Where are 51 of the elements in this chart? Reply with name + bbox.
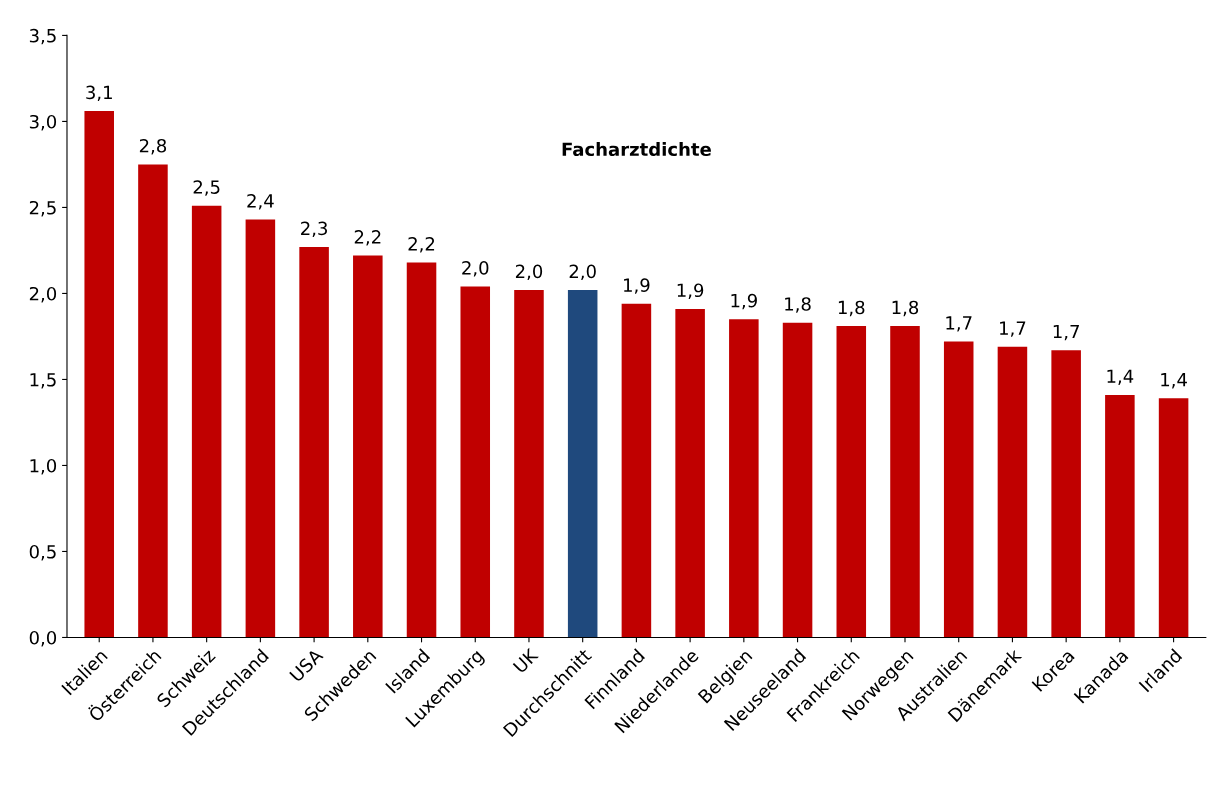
bar [1051,350,1081,638]
y-tick-label: 0,0 [29,630,57,647]
bar [406,262,437,638]
bar [782,322,813,638]
y-tick-label: 0,5 [29,544,56,561]
data-label: 1,9 [731,293,757,310]
bar [997,346,1028,638]
data-label: 2,2 [354,230,381,246]
data-label: 1,7 [1053,324,1079,341]
data-label: 1,4 [1161,373,1187,389]
bar [621,303,652,638]
bar [245,219,276,638]
data-label: 2,4 [247,193,274,210]
data-label: 1,9 [677,283,704,299]
bar [460,286,491,638]
y-tick-label: 2,5 [29,200,56,217]
bar [729,319,759,638]
data-label: 2,0 [569,264,596,281]
data-label: 2,8 [139,138,167,155]
data-label: 3,1 [86,85,112,102]
bar [191,205,222,638]
data-label: 1,7 [946,316,972,332]
bar [353,255,383,638]
data-label: 1,8 [892,300,919,317]
bar [514,290,544,638]
y-tick-label: 2,0 [29,286,57,303]
y-tick-label: 3,0 [29,114,57,131]
bar [1105,394,1135,638]
bar [84,111,114,638]
y-tick-label: 1,5 [30,373,56,389]
data-label: 2,5 [193,180,220,196]
data-label: 2,0 [462,261,489,277]
y-tick-label: 1,0 [30,458,57,475]
y-tick-label: 3,5 [29,28,56,45]
bar [943,341,974,638]
data-label: 1,4 [1107,369,1134,385]
bar [890,326,920,638]
text: Facharztdichte [562,142,711,157]
data-label: 2,3 [301,221,328,237]
data-label: 1,8 [785,297,811,313]
data-label: 1,8 [838,300,865,317]
bar [567,290,598,638]
data-label: 2,2 [408,236,435,253]
data-label: 2,0 [515,264,543,281]
data-label: 1,9 [624,278,650,294]
bar [299,246,329,638]
bar [1158,398,1189,638]
data-label: 1,7 [1000,321,1026,337]
bar [675,308,705,638]
bar [836,326,867,638]
bar [138,164,168,638]
